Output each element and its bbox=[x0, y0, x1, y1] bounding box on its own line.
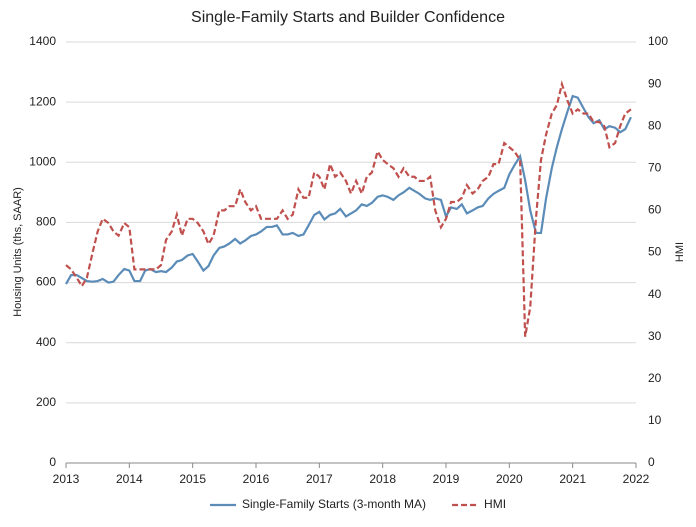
y-axis-label: Housing Units (ths, SAAR) bbox=[12, 187, 24, 317]
y2-tick-label: 10 bbox=[648, 413, 662, 427]
y2-axis-label: HMI bbox=[674, 242, 686, 262]
y2-tick-label: 60 bbox=[648, 203, 662, 217]
y-tick-label: 1400 bbox=[29, 34, 56, 48]
x-tick-label: 2019 bbox=[433, 472, 460, 486]
y-tick-label: 600 bbox=[36, 275, 56, 289]
legend-label: HMI bbox=[484, 497, 506, 511]
y2-tick-label: 50 bbox=[648, 245, 662, 259]
x-tick-label: 2014 bbox=[116, 472, 143, 486]
series-line bbox=[65, 80, 632, 337]
legend-label: Single-Family Starts (3-month MA) bbox=[242, 497, 426, 511]
y-tick-label: 200 bbox=[36, 395, 56, 409]
x-tick-label: 2016 bbox=[243, 472, 270, 486]
y-tick-label: 1000 bbox=[29, 154, 56, 168]
y2-tick-label: 40 bbox=[648, 287, 662, 301]
x-tick-label: 2018 bbox=[369, 472, 396, 486]
y2-tick-label: 20 bbox=[648, 371, 662, 385]
y-tick-label: 800 bbox=[36, 215, 56, 229]
x-tick-label: 2017 bbox=[306, 472, 333, 486]
chart-title: Single-Family Starts and Builder Confide… bbox=[191, 9, 505, 26]
y-tick-label: 0 bbox=[49, 455, 56, 469]
y-tick-label: 1200 bbox=[29, 94, 56, 108]
x-tick-label: 2015 bbox=[179, 472, 206, 486]
y2-tick-label: 80 bbox=[648, 118, 662, 132]
y-tick-label: 400 bbox=[36, 335, 56, 349]
y2-tick-label: 100 bbox=[648, 34, 668, 48]
x-tick-label: 2020 bbox=[496, 472, 523, 486]
series-line bbox=[65, 94, 632, 285]
x-tick-label: 2022 bbox=[623, 472, 650, 486]
y2-tick-label: 70 bbox=[648, 160, 662, 174]
y2-tick-label: 0 bbox=[648, 455, 655, 469]
x-tick-label: 2021 bbox=[559, 472, 586, 486]
y2-tick-label: 90 bbox=[648, 76, 662, 90]
y2-tick-label: 30 bbox=[648, 329, 662, 343]
x-tick-label: 2013 bbox=[53, 472, 80, 486]
